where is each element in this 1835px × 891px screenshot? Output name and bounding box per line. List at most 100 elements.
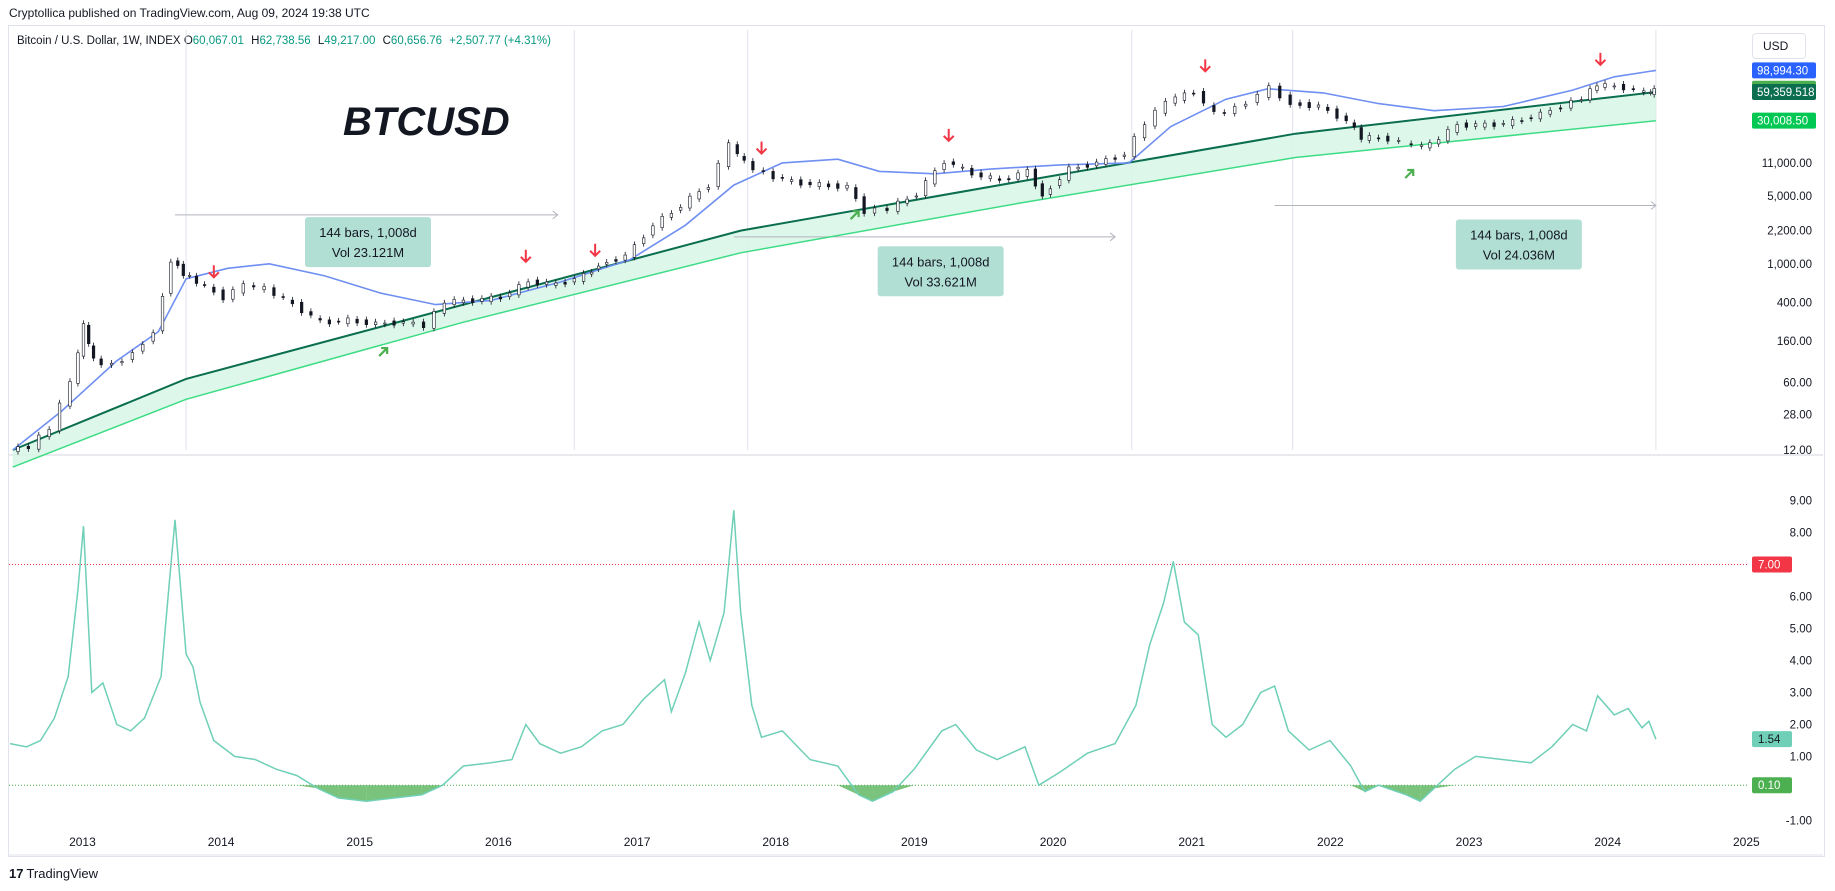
candle-body <box>1538 111 1542 120</box>
lower-threshold-tag-box <box>1752 777 1792 794</box>
low-value: 49,217.00 <box>324 35 376 47</box>
candle-body <box>1558 107 1563 110</box>
candle-body <box>109 362 114 366</box>
candle-body <box>290 299 295 305</box>
top-arrow-icon <box>943 128 955 143</box>
candle-body <box>872 207 877 214</box>
candle-body <box>37 434 41 450</box>
candle-body <box>1520 120 1524 122</box>
candle-body <box>535 279 539 286</box>
candle-body <box>1316 104 1321 108</box>
high-value: 62,738.56 <box>259 35 311 47</box>
candle-body <box>605 262 609 265</box>
candle-body <box>231 289 235 300</box>
upper-threshold-tag-label: 7.00 <box>1758 560 1780 572</box>
candle-body <box>442 302 446 314</box>
year-tick-label: 2021 <box>1178 835 1205 849</box>
candle-body <box>854 187 858 199</box>
candle-body <box>252 285 256 288</box>
oscillator-tick-label: 1.00 <box>1790 751 1812 763</box>
candle-body <box>651 225 655 236</box>
candle-body <box>1386 135 1390 142</box>
candle-body <box>517 284 521 296</box>
candle-body <box>572 278 576 283</box>
top-arrow-icon <box>589 243 601 258</box>
candle-body <box>176 260 180 266</box>
candle-body <box>1113 157 1117 160</box>
candle-body <box>1326 106 1330 111</box>
candle-body <box>885 207 889 211</box>
price-tick-label: 2,200.00 <box>1767 226 1812 238</box>
candle-body <box>1142 124 1147 139</box>
measure-bars-label: 144 bars, 1,008d <box>892 254 990 269</box>
year-tick-label: 2025 <box>1733 835 1760 849</box>
candle-body <box>1376 137 1381 140</box>
trend-band-fill <box>12 92 1656 468</box>
publish-header: Cryptollica published on TradingView.com… <box>9 6 370 20</box>
top-arrow-icon <box>1199 59 1211 73</box>
candle-body <box>826 183 831 188</box>
candle-body <box>914 195 918 198</box>
candle-body <box>411 321 415 325</box>
candle-body <box>1007 178 1011 181</box>
price-tick-label: 1,000.00 <box>1767 259 1812 271</box>
currency-button[interactable]: USD <box>1752 33 1806 59</box>
candle-body <box>1344 115 1348 122</box>
oversold-fill <box>394 785 422 799</box>
candle-body <box>489 295 493 302</box>
candle-body <box>1307 102 1311 108</box>
candle-body <box>836 183 840 189</box>
year-tick-label: 2023 <box>1456 835 1483 849</box>
price-tag-box <box>1752 112 1816 129</box>
high-label: H <box>251 35 260 47</box>
candle-body <box>169 261 173 294</box>
lower-trend-line <box>12 119 1656 468</box>
candle-body <box>1173 96 1177 104</box>
measure-box <box>1455 219 1582 270</box>
candle-body <box>726 142 731 167</box>
chart-frame <box>8 25 1825 857</box>
bottom-arrow-icon <box>849 210 860 220</box>
candle-body <box>76 352 80 384</box>
candle-body <box>597 265 601 270</box>
range-measure-0: 144 bars, 1,008d Vol 23.121M <box>175 210 559 268</box>
candle-body <box>1278 85 1282 99</box>
candle-body <box>761 170 765 172</box>
close-label: C <box>382 35 391 47</box>
candle-body <box>862 196 866 214</box>
candle-body <box>141 344 145 352</box>
candle-body <box>1222 112 1226 114</box>
candle-body <box>751 161 755 171</box>
oscillator-tick-label: 8.00 <box>1790 528 1812 540</box>
open-value: 60,067.01 <box>192 35 244 47</box>
measure-bars-label: 144 bars, 1,008d <box>319 225 417 240</box>
candle-body <box>452 299 456 305</box>
candle-body <box>498 296 502 300</box>
candle-body <box>660 216 664 228</box>
candle-body <box>508 292 512 298</box>
candle-body <box>47 429 51 437</box>
candle-body <box>99 358 103 366</box>
candle-body <box>632 244 637 258</box>
candle-body <box>1588 88 1592 101</box>
year-tick-label: 2016 <box>485 835 512 849</box>
candle-body <box>401 321 405 324</box>
oversold-fill <box>872 785 894 802</box>
brand-name: TradingView <box>26 866 99 881</box>
candle-body <box>1652 88 1656 95</box>
price-tag-3: 30,008.50 <box>1752 112 1816 129</box>
oscillator-tick-label: 3.00 <box>1790 687 1812 699</box>
year-tick-label: 2013 <box>69 835 96 849</box>
tradingview-logo-icon: 17 <box>9 866 24 881</box>
candle-body <box>461 299 466 304</box>
tradingview-brand[interactable]: 17 TradingView <box>9 866 98 881</box>
upper-threshold-tag: 7.00 <box>1752 556 1792 573</box>
candle-body <box>554 282 558 286</box>
candle-body <box>241 283 245 294</box>
price-tag-label: 30,008.50 <box>1757 116 1808 128</box>
candle-body <box>735 144 739 155</box>
candle-body <box>1579 99 1583 101</box>
year-tick-label: 2022 <box>1317 835 1344 849</box>
